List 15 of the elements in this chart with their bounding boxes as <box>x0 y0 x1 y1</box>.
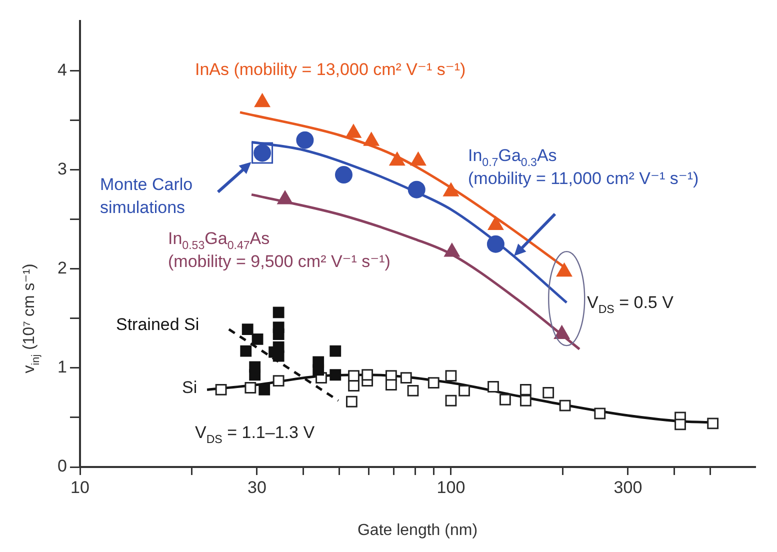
x-axis-title: Gate length (nm) <box>357 522 478 539</box>
series-label: Si <box>182 378 198 397</box>
x-tick-label: 10 <box>70 478 90 497</box>
x-tick-label: 100 <box>436 478 466 497</box>
y-tick-label: 0 <box>58 456 67 476</box>
y-tick-label: 2 <box>58 258 67 278</box>
y-axis-title: vinj (10⁷ cm s⁻¹) <box>21 264 42 374</box>
x-tick-label: 30 <box>248 478 266 497</box>
x-tick-label: 300 <box>614 478 642 497</box>
y-tick-label: 4 <box>58 60 67 80</box>
text: Strained Si <box>116 315 200 334</box>
text: InAs (mobility = 13,000 cm² V⁻¹ s⁻¹) <box>195 60 466 79</box>
annotation: Monte Carlo simulations <box>100 175 193 217</box>
y-tick-label: 1 <box>58 358 67 377</box>
y-tick-label: 3 <box>58 159 67 178</box>
